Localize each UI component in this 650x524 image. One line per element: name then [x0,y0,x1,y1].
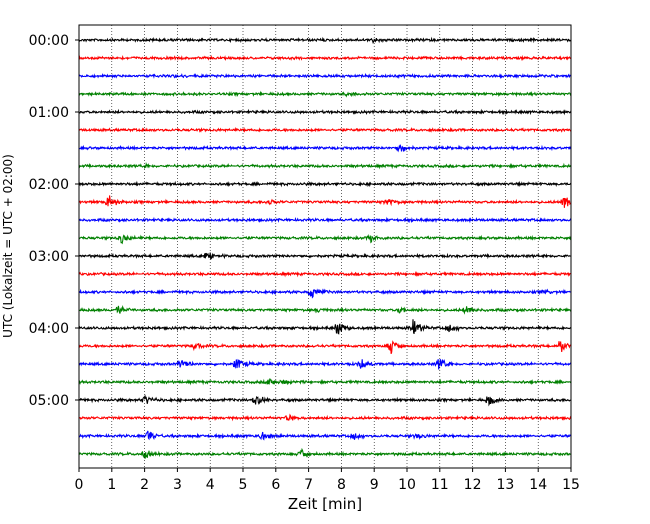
trace-row [79,394,572,407]
y-tick-label: 00:00 [29,33,69,49]
x-tick-label: 0 [75,477,84,493]
x-tick-label: 12 [464,477,482,493]
trace-row [78,54,572,62]
trace-row [79,430,572,441]
minute-grid [111,25,539,468]
trace-row [78,36,572,45]
x-tick-label: 10 [398,477,416,493]
trace-row [78,305,572,315]
trace-row [78,447,572,459]
x-tick-label: 15 [562,477,580,493]
trace-row [78,108,572,116]
trace-row [78,216,572,224]
x-tick-label: 7 [304,477,313,493]
trace-row [78,180,572,188]
x-axis-label: Zeit [min] [288,495,362,513]
trace-row [78,358,572,370]
trace-row [78,90,572,98]
x-tick-label: 11 [431,477,449,493]
x-tick-label: 5 [239,477,248,493]
x-axis-ticks: 0 1 2 3 4 5 6 7 8 9 10 11 12 13 14 15 [75,468,580,493]
trace-row [78,195,572,208]
y-tick-label: 05:00 [29,393,69,409]
y-axis-label: UTC (Lokalzeit = UTC + 02:00) [1,154,15,338]
trace-row [78,252,572,260]
x-tick-label: 6 [271,477,280,493]
x-tick-label: 3 [173,477,182,493]
trace-row [78,161,572,170]
x-tick-label: 14 [529,477,547,493]
x-tick-label: 1 [107,477,116,493]
y-tick-label: 01:00 [29,105,69,121]
trace-row [78,270,572,278]
trace-row [78,126,572,133]
x-tick-label: 9 [370,477,379,493]
trace-row [78,319,572,335]
y-tick-label: 03:00 [29,249,69,265]
trace-row [78,233,572,245]
trace-row [78,144,572,153]
trace-row [78,378,572,386]
x-tick-label: 8 [337,477,346,493]
x-tick-label: 4 [206,477,215,493]
plot-frame [78,24,572,469]
x-tick-label: 13 [496,477,514,493]
y-tick-label: 02:00 [29,177,69,193]
y-tick-label: 04:00 [29,321,69,337]
trace-row [78,72,572,80]
y-axis-ticks: 00:00 01:00 02:00 03:00 04:00 05:00 [29,33,79,409]
trace-group [78,36,572,459]
trace-row [78,340,572,354]
x-tick-label: 2 [140,477,149,493]
trace-row [78,413,572,422]
trace-row [78,288,572,299]
